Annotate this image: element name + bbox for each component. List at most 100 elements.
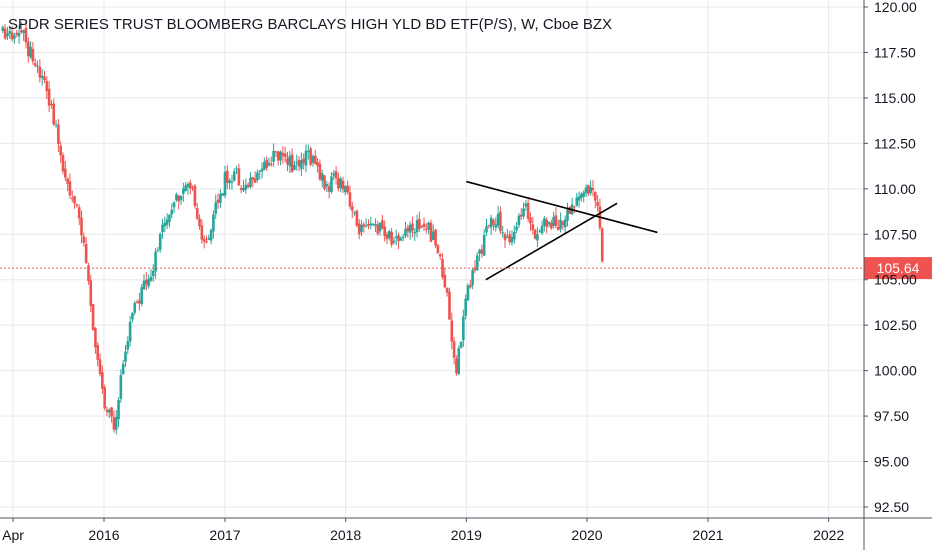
candle-body	[503, 234, 507, 241]
candle-body	[378, 222, 382, 232]
candle-body	[98, 359, 102, 374]
candle-body	[337, 178, 340, 189]
candle-body	[212, 214, 215, 232]
candle-body	[591, 187, 595, 191]
candle-body	[165, 219, 169, 225]
candle-body	[258, 170, 262, 172]
candle-body	[475, 255, 479, 271]
candle-body	[121, 363, 125, 375]
candle-body	[126, 341, 130, 350]
x-tick-label: 2020	[571, 527, 602, 543]
candle-body	[383, 226, 386, 237]
candle-body	[293, 164, 296, 170]
candle-body	[436, 245, 440, 254]
x-tick-label: 2022	[813, 527, 844, 543]
candle-body	[422, 223, 426, 227]
candle-body	[381, 220, 384, 229]
candle-body	[158, 233, 162, 250]
candle-body	[593, 192, 597, 201]
candle-body	[66, 178, 69, 184]
candle-body	[346, 185, 349, 193]
candle-body	[584, 187, 588, 194]
y-tick-label: 117.50	[874, 44, 916, 60]
candle-body	[269, 163, 273, 165]
candle-body	[75, 204, 79, 206]
candle-body	[267, 162, 271, 166]
candle-body	[50, 103, 53, 105]
candle-body	[172, 202, 176, 208]
chart-title: SPDR SERIES TRUST BLOOMBERG BARCLAYS HIG…	[8, 16, 613, 33]
candle-body	[263, 161, 266, 170]
last-price-tag	[864, 257, 932, 280]
y-tick-label: 92.50	[874, 499, 909, 515]
candle-body	[219, 194, 222, 203]
candle-body	[249, 177, 252, 187]
candle-body	[455, 358, 458, 374]
candle-body	[57, 124, 60, 144]
candle-body	[524, 203, 528, 207]
candle-body	[406, 227, 410, 232]
x-tick-label: 2019	[451, 527, 482, 543]
candle-body	[154, 251, 157, 272]
candle-body	[332, 173, 336, 176]
candle-body	[457, 348, 461, 374]
candle-body	[47, 88, 51, 106]
descending-resistance-trendline	[466, 180, 658, 234]
candle-body	[77, 207, 81, 219]
y-tick-label: 95.00	[874, 454, 909, 470]
candle-body	[265, 159, 268, 169]
candle-body	[587, 185, 590, 194]
candle-body	[17, 32, 21, 37]
candle-body	[582, 192, 586, 197]
candle-body	[276, 151, 280, 161]
candle-body	[246, 184, 250, 188]
candle-body	[15, 32, 19, 35]
candle-body	[304, 150, 308, 166]
candle-body	[223, 171, 227, 196]
candle-body	[124, 351, 127, 362]
candle-body	[397, 235, 400, 242]
candle-body	[469, 284, 472, 288]
candle-body	[357, 223, 361, 235]
candle-body	[508, 234, 511, 243]
grid-lines	[0, 0, 864, 518]
candle-body	[145, 279, 148, 285]
candle-body	[438, 254, 442, 257]
candle-body	[251, 177, 255, 180]
candle-body	[552, 216, 555, 226]
candle-body	[515, 226, 518, 231]
candle-body	[320, 173, 324, 181]
candle-body	[161, 224, 164, 233]
last-price-line: 105.64	[0, 257, 932, 280]
candle-body	[82, 236, 86, 243]
candle-body	[230, 181, 234, 183]
candle-body	[376, 224, 380, 234]
candle-body	[369, 223, 373, 226]
candle-body	[480, 249, 484, 254]
candle-body	[452, 341, 456, 358]
candle-body	[327, 186, 331, 192]
candle-body	[464, 298, 467, 316]
candle-body	[177, 195, 181, 202]
candle-body	[198, 218, 201, 227]
candle-body	[112, 417, 116, 430]
candle-body	[355, 210, 359, 226]
y-tick-label: 100.00	[874, 363, 917, 379]
candle-body	[107, 409, 111, 413]
candle-body	[501, 232, 505, 234]
x-tick-label: 2018	[330, 527, 361, 543]
candle-body	[135, 301, 139, 304]
candle-body	[103, 387, 106, 409]
candle-body	[580, 193, 583, 198]
candle-body	[415, 220, 419, 233]
candle-body	[362, 224, 366, 227]
candle-body	[191, 187, 194, 189]
candle-body	[235, 168, 238, 170]
candle-body	[431, 231, 435, 241]
candle-body	[142, 280, 146, 290]
candle-body	[290, 154, 294, 173]
candle-body	[492, 219, 495, 226]
candle-body	[547, 221, 551, 225]
candle-body	[374, 224, 377, 226]
